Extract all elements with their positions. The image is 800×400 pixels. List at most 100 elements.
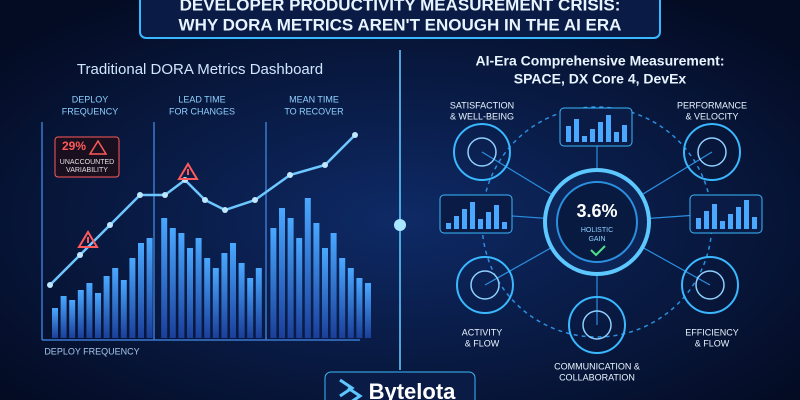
mini-bar [470,202,475,229]
trend-point [202,197,208,203]
decor-bar [195,238,202,338]
decor-bar [120,280,127,338]
decor-bar [95,293,101,338]
decor-bar [178,233,185,338]
decor-bar [287,218,294,338]
trend-point [137,192,143,198]
mini-bar [614,132,619,142]
title: WHY DORA METRICS AREN'T ENOUGH IN THE AI… [179,15,622,34]
mini-bar [502,222,507,229]
center-label: GAIN [588,236,605,243]
mini-bar [744,200,749,229]
node-label: & WELL-BEING [450,111,514,121]
mini-bar [720,221,725,229]
column-label: MEAN TIME [289,94,339,104]
footer-label: DEPLOY FREQUENCY [44,346,139,356]
mini-bar [622,125,627,142]
decor-bar [86,283,93,338]
trend-point [222,207,228,213]
decor-bar [161,218,168,338]
warning-icon [77,230,99,248]
decor-bar [138,243,144,338]
node [568,296,626,354]
decor-bar [230,243,236,338]
decor-bar [60,296,67,338]
trend-point [162,192,168,198]
column-label: LEAD TIME [178,94,225,104]
decor-bar [330,233,337,338]
mini-bar [752,217,757,229]
decor-bar [146,238,153,338]
mini-bar [696,218,701,229]
decor-bar [339,258,346,338]
node [456,256,514,314]
decor-bar [103,276,110,338]
node-icon [470,270,500,300]
decor-bar [238,263,245,338]
column-label: TO RECOVER [284,106,344,116]
decor-bar [77,290,84,338]
node [681,256,739,314]
mini-bar [454,216,459,229]
decor-bar [221,253,228,338]
alert-label: UNACCOUNTED [60,159,114,166]
decor-bar [296,238,303,338]
node-label: SATISFACTION [450,100,514,110]
mini-bar [606,115,611,142]
decor-bar [247,278,254,338]
node-label: & VELOCITY [685,111,738,121]
column-label: FOR CHANGES [169,106,235,116]
mini-bar [494,205,499,229]
mini-bar [574,119,579,142]
measurement-wheel: SATISFACTION& WELL-BEING PERFORMANCE& VEL… [439,100,763,382]
decor-bar [313,223,320,338]
decor-bar [356,278,363,338]
column-label: FREQUENCY [62,106,119,116]
node-label: & FLOW [465,338,500,348]
trend-point [352,132,358,138]
trend-point [77,252,83,258]
dora-dashboard: DEPLOY FREQUENCY LEAD TIME FOR CHANGES MEAN … [41,94,371,341]
decor-bar [187,248,193,338]
right-title: AI-Era Comprehensive Measurement: [476,53,725,69]
right-title: SPACE, DX Core 4, DevEx [514,71,687,87]
decor-bar [212,268,219,338]
decor-bar [52,308,58,338]
mini-bar [446,223,451,229]
mini-bar [566,126,571,142]
alert-value: 29% [62,139,86,153]
title-banner [139,0,661,39]
decor-bar [279,208,285,338]
decor-bar [204,258,211,338]
node-icon [467,137,497,167]
mini-bar [598,122,603,142]
decor-bar [129,258,136,338]
mini-bar [462,209,467,229]
mini-bar [736,207,741,229]
node [683,123,741,181]
mini-bar [590,129,595,142]
node-label: EFFICIENCY [685,327,739,337]
decor-bar [304,198,311,338]
warning-icon [88,139,108,155]
node-label: COMMUNICATION & [554,361,640,371]
column-label: DEPLOY [72,94,109,104]
center-core [556,181,638,263]
trend-point [47,282,53,288]
center-label: HOLISTIC [581,227,613,234]
trend-point [107,222,113,228]
decor-bar [322,248,328,338]
mini-bar [478,219,483,229]
mini-bar [582,136,587,142]
mini-bar [712,204,717,229]
brand-box [324,371,476,400]
node-icon [697,137,727,167]
left-title: Traditional DORA Metrics Dashboard [77,61,323,78]
decor-bar [69,300,76,338]
decor-bar [365,283,371,338]
check-icon [590,245,606,257]
decor-bar [270,228,277,338]
mini-bar [728,214,733,229]
mini-bar [704,211,709,229]
